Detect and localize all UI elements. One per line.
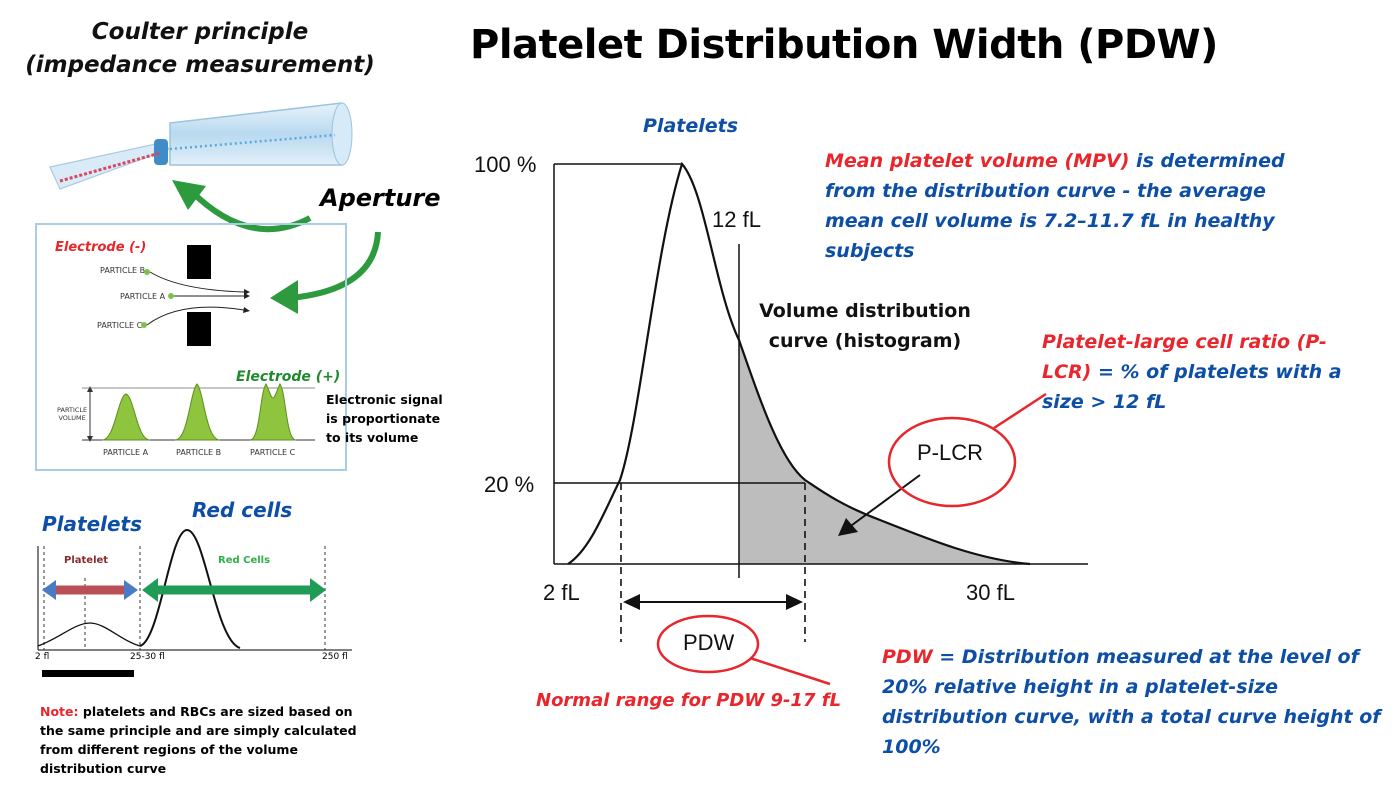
vdc-line1: Volume distribution xyxy=(759,300,971,322)
signal-line3: to its volume xyxy=(326,430,419,445)
y-tick-20: 20 % xyxy=(484,472,535,497)
electrode-negative-label: Electrode (-) xyxy=(55,240,147,255)
aperture-tube-illustration xyxy=(49,102,353,190)
plcr-body: = % of platelets with a size > 12 fL xyxy=(1042,361,1342,413)
note-body: platelets and RBCs are sized based on th… xyxy=(40,704,357,776)
mini-tick-2fl: 2 fl xyxy=(35,652,50,662)
plcr-label: P-LCR xyxy=(917,440,984,465)
pdw-label: PDW xyxy=(683,630,735,655)
particle-c-label: PARTICLE C xyxy=(97,321,143,330)
mini-scale-bar xyxy=(42,670,134,677)
mpv-description: Mean platelet volume (MPV) is determined… xyxy=(825,146,1325,266)
coulter-title-line2: (impedance measurement) xyxy=(25,52,375,78)
x-tick-30fl: 30 fL xyxy=(966,580,1015,605)
mini-platelet-arrow-label: Platelet xyxy=(64,555,109,566)
signal-line1: Electronic signal xyxy=(326,392,443,407)
mini-volume-curve xyxy=(37,528,352,651)
pdw-circle xyxy=(656,614,831,686)
plcr-definition: Platelet-large cell ratio (P-LCR) = % of… xyxy=(1042,327,1362,417)
pdw-normal-range: Normal range for PDW 9-17 fL xyxy=(536,690,842,711)
volume-axis-line2: VOLUME xyxy=(58,414,86,422)
mpv-body: is determined from the distribution curv… xyxy=(825,150,1285,262)
coulter-title-line1: Coulter principle xyxy=(91,19,309,45)
upper-electrode xyxy=(187,245,211,279)
mpv-term: Mean platelet volume (MPV) xyxy=(825,150,1130,172)
vdc-line2: curve (histogram) xyxy=(768,330,962,352)
platelet-histogram xyxy=(553,161,1088,642)
plcr-circle xyxy=(887,416,1017,508)
volume-axis-label: PARTICLE VOLUME xyxy=(57,406,87,422)
volume-distribution-label: Volume distribution curve (histogram) xyxy=(730,296,1000,356)
histogram-platelets-label: Platelets xyxy=(643,115,739,137)
plcr-pointer xyxy=(847,474,921,529)
coulter-title: Coulter principle (impedance measurement… xyxy=(20,16,380,82)
mini-tick-25-30fl: 25-30 fl xyxy=(130,652,165,662)
plcr-link-line xyxy=(993,392,1047,430)
peak-b-label: PARTICLE B xyxy=(176,448,222,457)
particle-a-label: PARTICLE A xyxy=(120,292,166,301)
page-title: Platelet Distribution Width (PDW) xyxy=(470,22,1218,68)
y-tick-100: 100 % xyxy=(474,152,537,177)
mini-red-arrow-label: Red Cells xyxy=(218,555,271,566)
peak-c-label: PARTICLE C xyxy=(250,448,296,457)
lower-electrode xyxy=(187,312,211,346)
threshold-label: 12 fL xyxy=(712,207,761,232)
mini-red-cells-label: Red cells xyxy=(192,498,293,522)
note-prefix: Note: xyxy=(40,704,79,719)
note-text: Note: platelets and RBCs are sized based… xyxy=(40,702,370,778)
mini-tick-250fl: 250 fl xyxy=(322,652,348,662)
coulter-diagram-box xyxy=(35,223,347,471)
plcr-shaded-area xyxy=(739,340,1030,564)
x-tick-2fl: 2 fL xyxy=(543,580,580,605)
pdw-body: = Distribution measured at the level of … xyxy=(882,646,1381,758)
aperture-label: Aperture xyxy=(320,184,441,212)
electrode-schematic xyxy=(141,245,250,346)
signal-line2: is proportionate xyxy=(326,411,441,426)
plcr-term: Platelet-large cell ratio (P-LCR) xyxy=(1042,331,1327,383)
electrode-positive-label: Electrode (+) xyxy=(236,369,341,385)
distribution-curve xyxy=(567,161,1031,566)
particle-b-label: PARTICLE B xyxy=(100,266,146,275)
peak-a-label: PARTICLE A xyxy=(103,448,149,457)
pdw-definition: PDW = Distribution measured at the level… xyxy=(882,642,1392,762)
pdw-term: PDW xyxy=(882,646,933,668)
volume-axis-line1: PARTICLE xyxy=(57,406,88,414)
signal-peaks xyxy=(82,383,315,442)
mini-platelets-label: Platelets xyxy=(42,512,143,536)
signal-description: Electronic signal is proportionate to it… xyxy=(326,390,456,447)
